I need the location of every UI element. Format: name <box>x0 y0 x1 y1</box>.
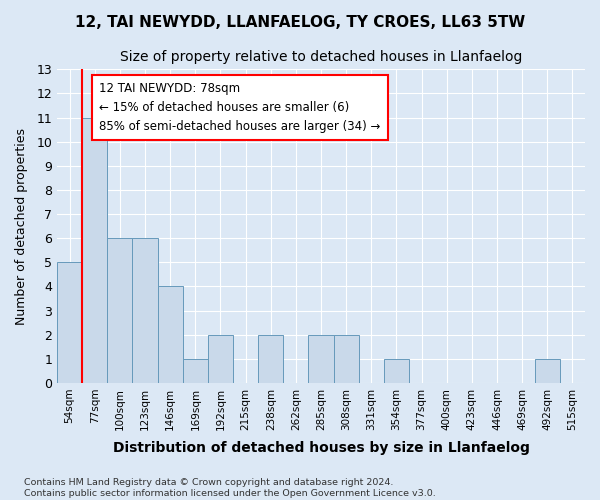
Text: 12, TAI NEWYDD, LLANFAELOG, TY CROES, LL63 5TW: 12, TAI NEWYDD, LLANFAELOG, TY CROES, LL… <box>75 15 525 30</box>
Bar <box>183 359 208 383</box>
Bar <box>133 238 158 383</box>
Bar <box>57 262 82 383</box>
Bar <box>82 118 107 383</box>
Bar <box>535 359 560 383</box>
Bar <box>107 238 133 383</box>
Text: Contains HM Land Registry data © Crown copyright and database right 2024.
Contai: Contains HM Land Registry data © Crown c… <box>24 478 436 498</box>
Bar <box>208 334 233 383</box>
X-axis label: Distribution of detached houses by size in Llanfaelog: Distribution of detached houses by size … <box>113 441 529 455</box>
Title: Size of property relative to detached houses in Llanfaelog: Size of property relative to detached ho… <box>120 50 522 64</box>
Text: 12 TAI NEWYDD: 78sqm
← 15% of detached houses are smaller (6)
85% of semi-detach: 12 TAI NEWYDD: 78sqm ← 15% of detached h… <box>100 82 380 133</box>
Bar <box>158 286 183 383</box>
Bar <box>334 334 359 383</box>
Bar <box>308 334 334 383</box>
Y-axis label: Number of detached properties: Number of detached properties <box>15 128 28 324</box>
Bar <box>384 359 409 383</box>
Bar <box>258 334 283 383</box>
